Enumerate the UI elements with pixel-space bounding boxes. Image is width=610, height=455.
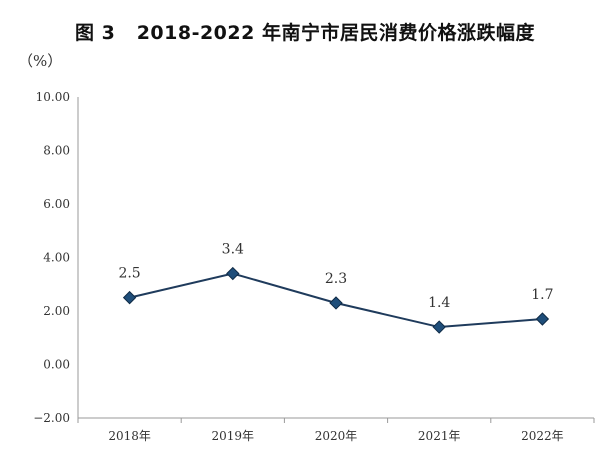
- y-tick-label: 6.00: [43, 197, 70, 211]
- x-tick-label: 2021年: [418, 429, 461, 443]
- data-point-marker: [122, 290, 137, 305]
- y-tick-label: 2.00: [43, 304, 70, 318]
- y-tick-label: 8.00: [43, 144, 70, 158]
- data-label: 1.7: [531, 287, 553, 303]
- y-tick-label: 10.00: [36, 90, 70, 104]
- data-point-marker: [226, 266, 240, 281]
- data-label: 2.3: [325, 271, 347, 287]
- data-point-marker: [329, 296, 343, 310]
- x-tick-label: 2022年: [521, 429, 564, 443]
- chart-title: 图 3 2018-2022 年南宁市居民消费价格涨跌幅度: [75, 22, 535, 44]
- data-label: 3.4: [222, 242, 244, 258]
- series-line: 2.5 3.4 2.3 1.4 1.7: [118, 242, 554, 334]
- x-tick-label: 2020年: [315, 429, 358, 443]
- data-point-marker: [535, 312, 550, 326]
- y-tick-label: 0.00: [43, 358, 70, 372]
- axes: 10.00 8.00 6.00 4.00 2.00 0.00 −2.00 2018年 2019年…: [33, 90, 595, 443]
- data-point-marker: [432, 320, 446, 334]
- x-tick-label: 2019年: [212, 429, 255, 443]
- data-label: 2.5: [118, 266, 140, 282]
- y-axis-unit-label: （%）: [18, 52, 62, 70]
- y-tick-label: −2.00: [33, 411, 70, 425]
- y-tick-label: 4.00: [43, 251, 70, 265]
- x-tick-label: 2018年: [108, 429, 151, 443]
- data-label: 1.4: [428, 295, 450, 311]
